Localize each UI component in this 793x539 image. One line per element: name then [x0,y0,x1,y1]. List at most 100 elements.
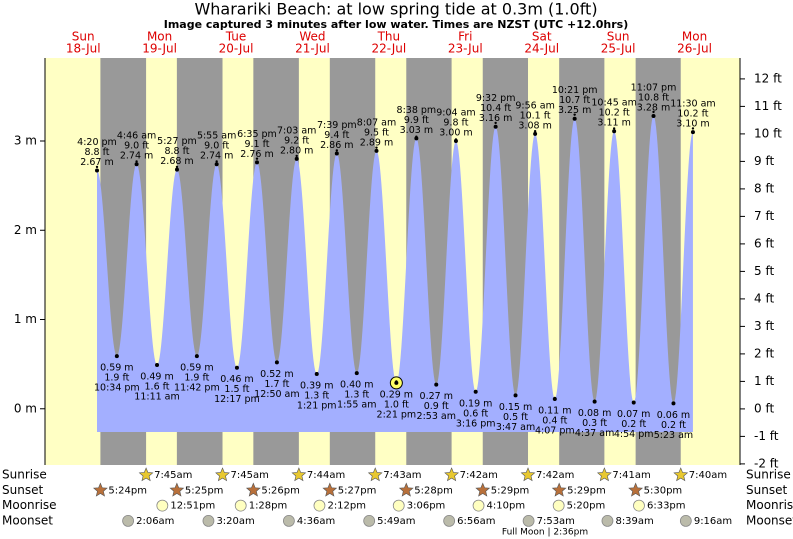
tide-height-label: 0.40 m [340,380,373,391]
sunrise-icon [367,467,383,482]
y-tick-label: 0 m [14,401,37,415]
moon-phase-note: Full Moon | 2:36pm [502,528,588,538]
sunrise-icon [291,467,307,482]
moonrise-icon [234,499,247,512]
row-time: 7:53am [537,516,575,527]
row-time: 7:42am [460,470,498,481]
tide-time-label: 5:27 pm [157,136,197,147]
tide-time-label: 4:20 pm [77,137,117,148]
tide-height-label: 1.7 ft [264,379,289,390]
date-label: 21-Jul [295,42,330,56]
y2-tick-label: 3 ft [754,319,774,333]
tide-height-label: 1.5 ft [224,384,249,395]
tide-time-label: 9:04 am [436,108,475,119]
tide-height-label: 1.3 ft [344,390,369,401]
sunset-icon [475,482,491,497]
row-time: 5:29pm [567,485,606,496]
moonset-icon [363,515,376,527]
tide-height-label: 0.29 m [380,389,413,400]
moonrise-icon [633,499,645,512]
tide-height-label: 0.59 m [100,363,133,374]
row-time: 5:29pm [491,485,530,496]
tide-point-ft [672,402,675,405]
tide-height-label: 10.2 ft [599,108,630,119]
row-time: 3:20am [216,516,254,527]
tide-height-label: 10.4 ft [480,103,511,114]
tide-height-label: 10.2 ft [677,109,708,120]
tide-time-label: 12:50 am [254,389,299,400]
tide-point [134,162,139,167]
row-time: 1:28pm [249,501,288,512]
tide-height-label: 9.1 ft [244,139,269,150]
tide-point-ft [135,160,138,163]
tide-point-ft [375,146,378,149]
y-tick-label: 1 m [14,312,37,326]
tide-height-label: 0.59 m [180,363,213,374]
tide-point-ft [215,160,218,163]
tide-height-label: 1.9 ft [104,373,129,384]
y2-tick-label: 8 ft [754,181,774,195]
tide-height-label: 0.06 m [657,410,690,421]
tide-height-label: 9.2 ft [284,135,309,146]
row-time: 5:30pm [644,485,683,496]
tide-height-label: 3.16 m [479,113,512,124]
tide-height-label: 2.67 m [80,157,113,168]
row-time: 2:06am [136,516,174,527]
tide-point-ft [195,355,199,358]
tide-point-ft [315,371,318,375]
tide-point-ft [295,154,298,158]
tide-height-label: 2.86 m [320,140,353,151]
tide-point [374,148,379,153]
tide-point-ft [255,157,259,160]
tide-height-label: 3.11 m [597,118,630,129]
tide-height-label: 3.00 m [439,128,472,139]
tide-time-label: 8:38 pm [397,105,437,116]
row-time: 9:16am [694,516,732,527]
tide-point [572,116,577,121]
row-time: 6:33pm [647,501,686,512]
tide-height-label: 9.8 ft [443,118,468,129]
tide-point [651,114,656,119]
row-time: 5:24pm [108,485,147,496]
day-label: Thu [377,30,401,44]
tide-point [174,167,179,172]
tide-height-label: 0.08 m [578,408,611,419]
tide-height-label: 2.68 m [160,156,193,167]
tide-height-label: 10.8 ft [638,93,669,104]
tide-point-ft [494,121,497,125]
tide-height-label: 0.52 m [260,369,293,380]
row-time: 5:20pm [567,501,606,512]
row-time: 7:40am [689,470,727,481]
tide-point-ft [652,110,655,114]
tide-point [294,156,299,161]
tide-point-ft [335,149,339,152]
date-label: 23-Jul [448,42,483,56]
y2-tick-label: 1 ft [754,374,774,388]
day-label: Sun [607,30,630,44]
row-time: 7:42am [536,470,574,481]
row-time: 5:25pm [185,485,224,496]
tide-time-label: 12:17 pm [214,394,260,405]
y-tick-label: 2 m [14,223,37,237]
row-time: 5:26pm [261,485,300,496]
moonrise-icon [392,499,405,512]
tide-time-label: 5:23 am [654,430,693,441]
tide-point [690,130,695,135]
tide-time-label: 5:55 am [197,131,236,142]
date-label: 20-Jul [219,42,254,56]
tide-point-ft [275,360,279,364]
tide-height-label: 3.03 m [400,125,433,136]
tide-height-label: 0.11 m [538,405,571,416]
y2-tick-label: 5 ft [754,264,774,278]
y2-tick-label: 12 ft [754,71,782,85]
moonset-icon [202,515,215,527]
tide-time-label: 1:21 pm [297,400,337,411]
day-label: Fri [458,30,472,44]
row-time: 2:12pm [327,501,366,512]
row-label: Moonset [746,513,793,527]
row-time: 5:27pm [338,485,377,496]
tide-time-label: 8:07 am [357,117,396,128]
tide-area [97,116,693,433]
tide-height-label: 10.7 ft [559,95,590,106]
